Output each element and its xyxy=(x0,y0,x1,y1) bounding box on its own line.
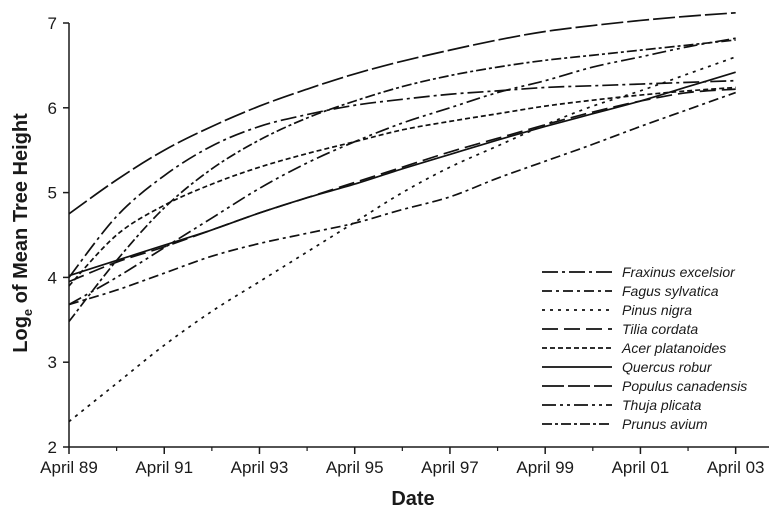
series-line-populus-canadensis xyxy=(68,11,736,215)
y-axis-title: Loge of Mean Tree Height xyxy=(10,113,35,353)
legend-label-prunus-avium: Prunus avium xyxy=(622,416,708,432)
y-tick-label: 5 xyxy=(48,184,57,203)
legend: Fraxinus excelsior Fagus sylvatica Pinus n… xyxy=(542,264,747,432)
y-tick-label: 7 xyxy=(48,14,57,33)
y-axis-title-sub: e xyxy=(20,309,35,316)
legend-label-quercus-robur: Quercus robur xyxy=(622,359,713,375)
y-tick-label: 4 xyxy=(48,268,57,287)
legend-label-pinus-nigra: Pinus nigra xyxy=(622,302,692,318)
series-line-quercus-robur xyxy=(68,71,736,277)
series-line-pinus-nigra xyxy=(68,56,736,423)
series-line-prunus-avium xyxy=(68,39,736,323)
series-line-acer-platanoides xyxy=(68,86,736,287)
series-line-tilia-cordata xyxy=(68,88,736,283)
x-tick-label: April 89 xyxy=(40,458,98,477)
legend-label-tilia-cordata: Tilia cordata xyxy=(622,321,698,337)
y-tick-label: 3 xyxy=(48,353,57,372)
y-tick-label: 2 xyxy=(48,438,57,457)
x-axis-title: Date xyxy=(391,488,434,510)
y-axis-title-main: Log xyxy=(10,316,32,353)
series-lines xyxy=(68,11,736,423)
series-line-thuja-plicata xyxy=(68,37,736,306)
x-tick-label: April 99 xyxy=(516,458,574,477)
legend-label-acer-platanoides: Acer platanoides xyxy=(621,340,726,356)
x-tick-label: April 93 xyxy=(231,458,289,477)
legend-label-fagus-sylvatica: Fagus sylvatica xyxy=(622,283,719,299)
x-tick-label: April 01 xyxy=(612,458,670,477)
legend-label-fraxinus-excelsior: Fraxinus excelsior xyxy=(622,264,736,280)
legend-label-thuja-plicata: Thuja plicata xyxy=(622,397,702,413)
x-tick-label: April 97 xyxy=(421,458,479,477)
x-tick-label: April 91 xyxy=(135,458,193,477)
y-axis-title-rest: of Mean Tree Height xyxy=(10,113,32,309)
x-tick-label: April 03 xyxy=(707,458,765,477)
series-line-fraxinus-excelsior xyxy=(68,79,736,278)
x-tick-label: April 95 xyxy=(326,458,384,477)
axes: 2 3 4 5 6 7 April 89 April 91 April 93 April 95 Ap… xyxy=(40,14,769,477)
legend-label-populus-canadensis: Populus canadensis xyxy=(622,378,747,394)
y-tick-label: 6 xyxy=(48,99,57,118)
